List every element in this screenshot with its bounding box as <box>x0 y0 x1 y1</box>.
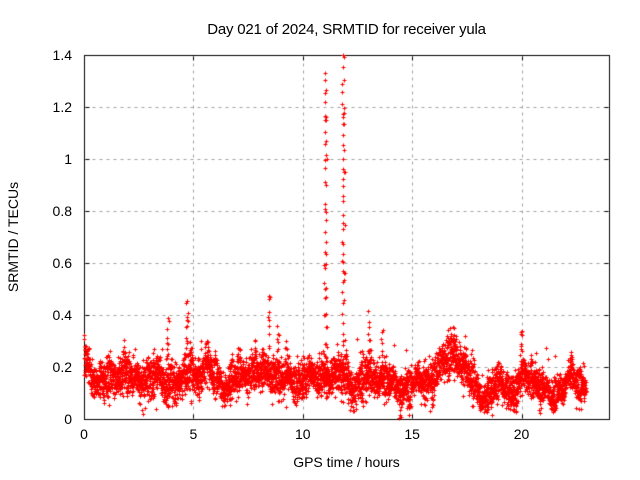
y-tick-label: 0.8 <box>52 203 72 219</box>
x-tick-label: 0 <box>80 426 88 442</box>
y-axis-label: SRMTID / TECUs <box>5 181 21 293</box>
y-tick-label: 0.4 <box>52 307 72 323</box>
y-tick-label: 0.6 <box>52 255 72 271</box>
x-tick-label: 5 <box>189 426 198 442</box>
x-tick-label: 20 <box>513 426 530 442</box>
y-tick-label: 0 <box>64 411 72 427</box>
x-axis-label: GPS time / hours <box>293 454 400 470</box>
y-tick-label: 1.2 <box>52 99 72 115</box>
x-tick-label: 15 <box>404 426 420 442</box>
chart-title: Day 021 of 2024, SRMTID for receiver yul… <box>207 21 486 38</box>
y-tick-label: 1 <box>64 151 72 167</box>
y-tick-label: 0.2 <box>52 359 72 375</box>
y-tick-label: 1.4 <box>52 47 72 63</box>
x-tick-label: 10 <box>294 426 311 442</box>
